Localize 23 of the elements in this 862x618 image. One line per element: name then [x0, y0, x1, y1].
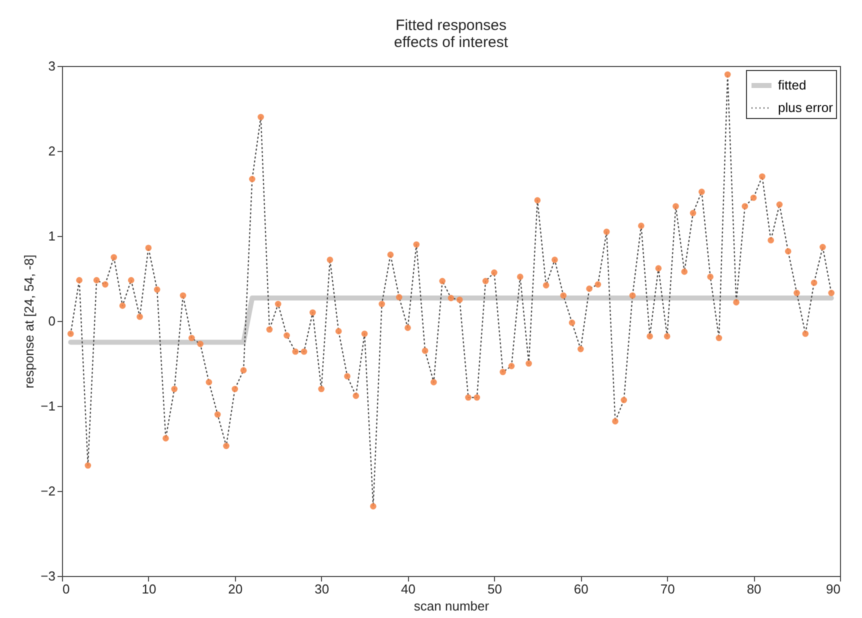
legend-label: plus error	[778, 100, 834, 115]
x-tick-label: 30	[314, 582, 330, 596]
x-tick-label: 70	[660, 582, 675, 596]
y-tick-label: 2	[48, 144, 56, 158]
y-tick-label: −3	[40, 568, 56, 584]
y-tick-label: 3	[48, 58, 56, 74]
y-tick-label: 1	[48, 228, 56, 244]
y-axis-title: response at [24, 54, -8]	[22, 254, 37, 388]
x-tick-label: 20	[228, 582, 243, 596]
x-tick-label: 0	[62, 582, 70, 596]
x-tick-label: 50	[487, 582, 502, 596]
x-tick-label: 80	[746, 582, 762, 596]
x-tick-label: 40	[401, 582, 416, 596]
chart-subtitle: effects of interest	[394, 34, 509, 51]
x-axis-title: scan number	[414, 598, 490, 614]
x-tick-label: 60	[574, 582, 588, 596]
x-tick-label: 90	[826, 582, 840, 596]
y-tick-label: 0	[48, 314, 56, 328]
x-tick-label: 10	[142, 582, 156, 596]
chart-title: Fitted responses	[396, 17, 506, 34]
y-tick-label: −1	[40, 398, 56, 414]
y-tick-label: −2	[40, 484, 56, 498]
legend-label: fitted	[778, 78, 806, 92]
